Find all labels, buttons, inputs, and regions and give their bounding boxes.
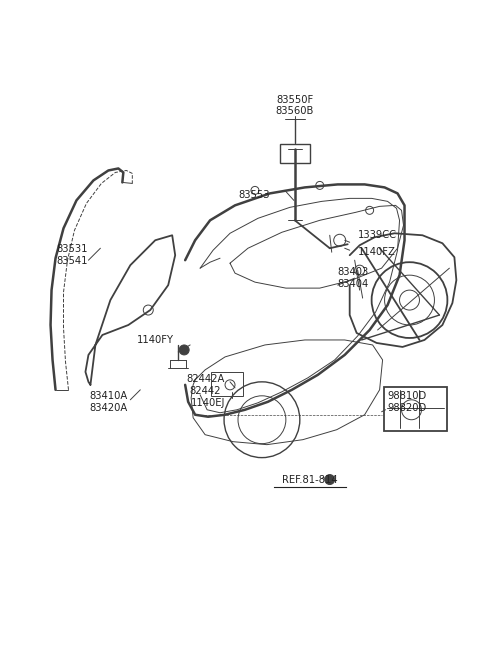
Text: 1339CC: 1339CC <box>358 231 396 240</box>
Text: 1140FZ: 1140FZ <box>358 247 396 257</box>
Text: REF.81-814: REF.81-814 <box>282 475 337 485</box>
Text: 83553: 83553 <box>239 191 270 200</box>
Text: 98810D
98820D: 98810D 98820D <box>387 391 427 413</box>
Text: 83531
83541: 83531 83541 <box>57 244 88 266</box>
Text: 82442A
82442: 82442A 82442 <box>186 374 224 396</box>
Circle shape <box>325 475 335 485</box>
Text: 1140FY: 1140FY <box>137 335 174 345</box>
Circle shape <box>179 345 189 355</box>
Text: 83410A
83420A: 83410A 83420A <box>89 391 128 413</box>
Text: 83403
83404: 83403 83404 <box>338 267 369 289</box>
Text: 1140EJ: 1140EJ <box>191 398 225 408</box>
Text: 83550F
83560B: 83550F 83560B <box>276 95 314 117</box>
